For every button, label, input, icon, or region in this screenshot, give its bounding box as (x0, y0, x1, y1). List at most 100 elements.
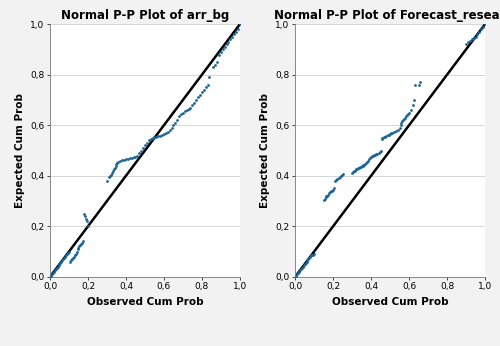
Point (400, 116, 408, 122)
Point (110, 165, 118, 171)
Point (196, 92, 204, 98)
Point (181, 109, 189, 114)
Point (116, 158, 124, 163)
Point (52, 266, 60, 272)
Point (404, 111, 412, 117)
Point (66, 259, 74, 264)
Point (385, 132, 393, 138)
Point (61, 254, 69, 260)
Point (368, 153, 376, 159)
Point (298, 264, 306, 270)
Point (188, 102, 196, 108)
Point (56, 260, 64, 266)
Point (175, 113, 183, 119)
Point (50, 268, 58, 273)
Point (372, 151, 380, 157)
Point (74, 245, 82, 251)
Point (130, 154, 138, 160)
Point (54, 264, 62, 270)
Point (213, 60, 221, 65)
Point (470, 35, 478, 41)
Point (224, 39, 232, 45)
Point (464, 39, 472, 45)
Point (333, 176, 341, 182)
Point (80, 211, 88, 217)
Point (150, 135, 158, 140)
Point (328, 188, 336, 194)
Point (219, 47, 227, 52)
Point (78, 240, 86, 245)
Point (354, 165, 362, 171)
Point (326, 191, 334, 196)
Point (230, 31, 238, 37)
Point (54, 263, 62, 268)
Point (122, 156, 130, 162)
Point (184, 106, 192, 112)
Point (60, 256, 68, 262)
Point (58, 258, 66, 263)
Point (84, 224, 92, 229)
Point (390, 129, 398, 135)
Point (376, 149, 384, 155)
Point (68, 256, 76, 262)
Point (378, 135, 386, 140)
Point (56, 262, 64, 267)
Point (232, 29, 240, 35)
Point (300, 262, 308, 267)
Point (354, 165, 362, 171)
Point (217, 49, 225, 55)
Point (108, 171, 116, 176)
Point (148, 135, 156, 140)
Point (402, 113, 410, 119)
Point (304, 258, 312, 263)
Point (158, 133, 166, 138)
Point (166, 128, 173, 133)
Point (405, 110, 413, 115)
Point (373, 151, 381, 156)
Point (226, 37, 234, 42)
Point (351, 168, 359, 173)
Point (144, 138, 152, 143)
Point (320, 196, 328, 201)
Point (382, 133, 390, 139)
Point (349, 169, 357, 175)
Point (396, 122, 404, 128)
Point (110, 167, 118, 172)
Point (220, 44, 228, 50)
Point (152, 134, 160, 140)
Point (228, 34, 236, 40)
Point (407, 107, 415, 113)
Point (192, 97, 200, 103)
Point (367, 154, 375, 160)
Point (70, 253, 78, 258)
Point (302, 259, 310, 264)
Point (168, 125, 175, 130)
Point (324, 193, 332, 199)
Point (236, 21, 244, 27)
Point (160, 131, 168, 137)
Point (472, 34, 480, 40)
Point (120, 157, 128, 162)
Point (137, 148, 145, 153)
Point (479, 24, 487, 29)
Point (371, 152, 379, 157)
Point (410, 97, 418, 103)
Point (392, 128, 400, 134)
Point (360, 162, 368, 167)
Point (112, 163, 120, 169)
Point (48, 272, 56, 277)
Point (173, 117, 181, 123)
Point (327, 189, 335, 194)
Point (67, 258, 75, 263)
Point (360, 162, 368, 168)
Point (384, 133, 392, 138)
Point (356, 164, 364, 170)
Point (198, 90, 206, 95)
Point (362, 160, 370, 166)
Point (350, 169, 358, 174)
Point (322, 194, 330, 200)
Point (114, 159, 122, 165)
Point (378, 136, 386, 142)
Point (179, 110, 187, 115)
Point (172, 120, 179, 126)
